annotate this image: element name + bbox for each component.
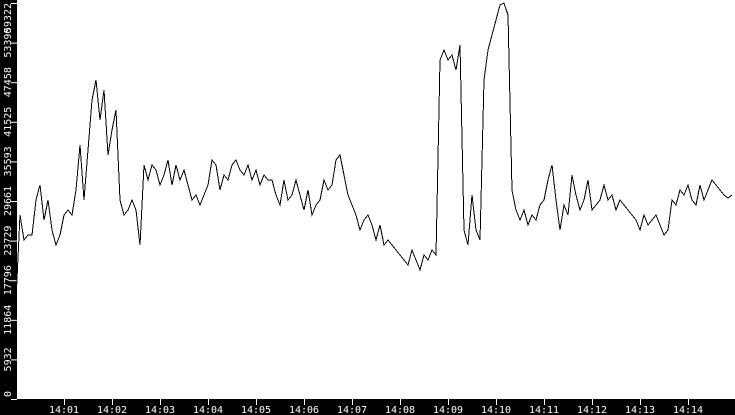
- y-tick-label: 41525: [3, 107, 14, 137]
- x-tick-label: 14:06: [289, 405, 319, 415]
- y-tick-label: 23729: [3, 226, 14, 256]
- y-tick-label: 11864: [3, 305, 14, 335]
- x-tick-label: 14:14: [673, 405, 703, 415]
- plot-area: [17, 0, 735, 399]
- y-tick-label: 59322: [3, 3, 14, 33]
- x-tick-label: 14:01: [49, 405, 79, 415]
- x-tick-label: 14:09: [433, 405, 463, 415]
- x-tick-label: 14:04: [193, 405, 223, 415]
- x-tick-label: 14:02: [97, 405, 127, 415]
- x-tick-label: 14:10: [481, 405, 511, 415]
- y-tick-label: 0: [3, 391, 14, 397]
- x-tick-label: 14:11: [529, 405, 559, 415]
- x-tick-label: 14:07: [337, 405, 367, 415]
- y-tick-label: 53390: [3, 28, 14, 58]
- series-line: [15, 2, 733, 301]
- y-tick-label: 35593: [3, 146, 14, 176]
- y-tick-label: 47458: [3, 67, 14, 97]
- x-tick-label: 14:05: [241, 405, 271, 415]
- y-tick-label: 29661: [3, 186, 14, 216]
- y-tick-label: 5932: [3, 347, 14, 371]
- x-tick-label: 14:12: [577, 405, 607, 415]
- y-tick-label: 17796: [3, 265, 14, 295]
- x-axis: 14:01 14:02 14:03 14:04 14:05 14:06 14:07 14:08…: [49, 399, 703, 415]
- x-tick-label: 14:03: [145, 405, 175, 415]
- x-tick-label: 14:13: [625, 405, 655, 415]
- y-axis: 0 5932 11864 17796 23729 29661 35593 41525 47458…: [3, 3, 17, 400]
- x-tick-label: 14:08: [385, 405, 415, 415]
